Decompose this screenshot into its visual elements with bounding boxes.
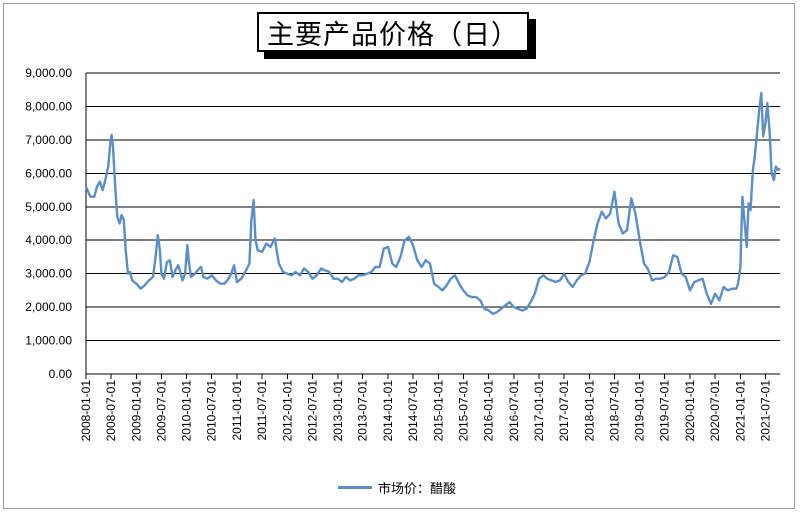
x-tick-label: 2009-07-01 <box>154 380 168 442</box>
x-tick-label: 2008-01-01 <box>79 380 93 442</box>
x-tick-label: 2009-01-01 <box>129 380 143 442</box>
x-tick-label: 2016-01-01 <box>482 380 496 442</box>
legend-label: 市场价：醋酸 <box>378 481 457 497</box>
x-tick-label: 2021-07-01 <box>758 380 772 442</box>
legend: 市场价：醋酸 <box>338 478 457 497</box>
x-tick-label: 2011-07-01 <box>255 380 269 441</box>
x-tick-label: 2015-07-01 <box>456 380 470 442</box>
y-tick-label: 5,000.00 <box>25 200 72 214</box>
legend-swatch <box>338 485 372 489</box>
series-line <box>84 91 781 315</box>
chart-title-panel: 主要产品价格（日） <box>257 12 536 59</box>
y-tick-label: 9,000.00 <box>25 66 72 80</box>
x-tick-label: 2020-07-01 <box>708 380 722 442</box>
x-tick-label: 2016-07-01 <box>507 380 521 442</box>
x-tick-label: 2018-01-01 <box>582 380 596 442</box>
x-tick-label: 2014-07-01 <box>406 380 420 442</box>
y-tick-label: 2,000.00 <box>25 300 72 314</box>
x-tick-label: 2017-07-01 <box>557 380 571 442</box>
x-tick-label: 2013-07-01 <box>356 380 370 442</box>
x-tick-label: 2012-07-01 <box>305 380 319 442</box>
y-tick-label: 6,000.00 <box>25 166 72 180</box>
y-tick-label: 1,000.00 <box>25 334 72 348</box>
y-tick-label: 0.00 <box>49 367 73 381</box>
x-tick-label: 2015-01-01 <box>431 380 445 442</box>
y-tick-label: 7,000.00 <box>25 133 72 147</box>
x-tick-label: 2010-07-01 <box>205 380 219 442</box>
x-tick-label: 2011-01-01 <box>230 380 244 441</box>
x-tick-label: 2018-07-01 <box>607 380 621 442</box>
x-tick-label: 2019-07-01 <box>658 380 672 442</box>
y-tick-label: 3,000.00 <box>25 267 72 281</box>
x-tick-label: 2020-01-01 <box>683 380 697 442</box>
x-tick-label: 2008-07-01 <box>104 380 118 442</box>
x-tick-label: 2010-01-01 <box>180 380 194 442</box>
chart-frame <box>3 3 795 509</box>
y-tick-label: 4,000.00 <box>25 233 72 247</box>
x-tick-label: 2014-01-01 <box>381 380 395 442</box>
x-tick-label: 2013-01-01 <box>331 380 345 442</box>
x-tick-label: 2019-01-01 <box>633 380 647 442</box>
y-tick-label: 8,000.00 <box>25 99 72 113</box>
x-tick-label: 2012-01-01 <box>280 380 294 442</box>
x-tick-label: 2017-01-01 <box>532 380 546 442</box>
x-tick-label: 2021-01-01 <box>733 380 747 442</box>
chart-title: 主要产品价格（日） <box>257 12 529 52</box>
